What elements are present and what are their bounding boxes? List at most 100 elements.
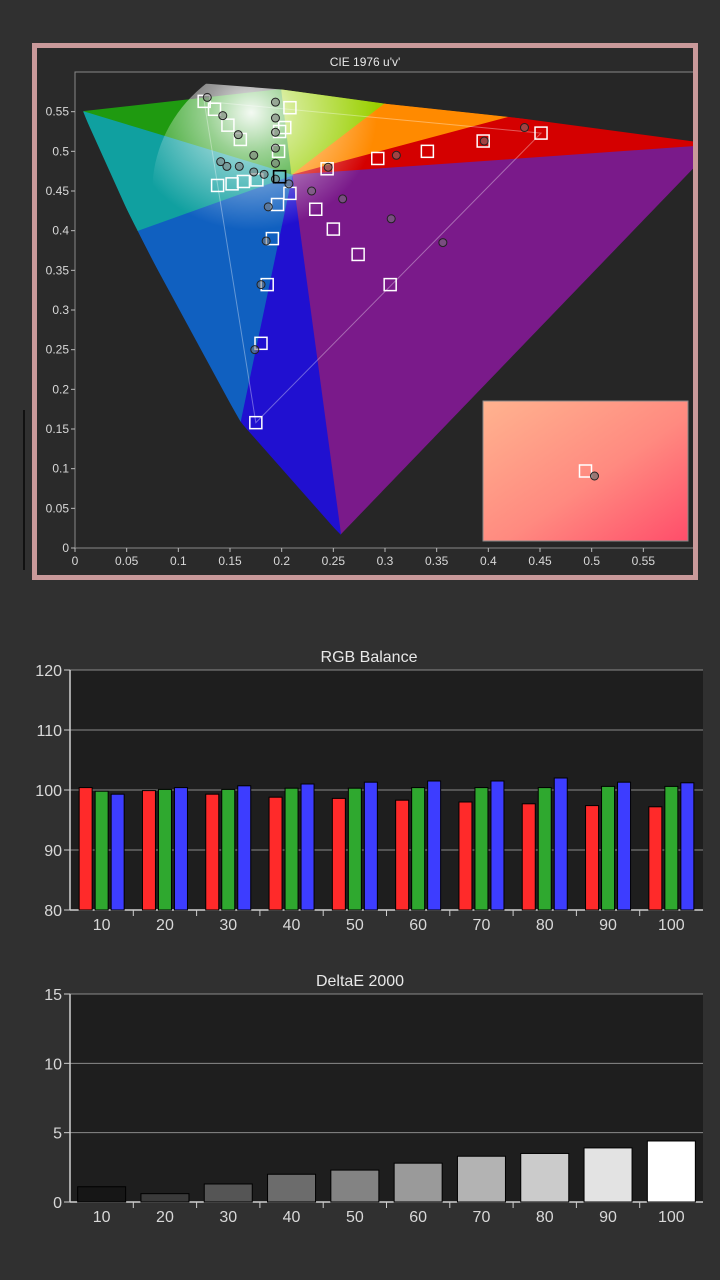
x-tick-label: 60 — [409, 1209, 427, 1226]
y-tick-label: 0.25 — [46, 343, 70, 357]
measured-marker — [233, 130, 243, 140]
y-tick-label: 0.55 — [46, 105, 70, 119]
bar-1 — [664, 785, 679, 911]
rgb-balance-title: RGB Balance — [321, 649, 418, 666]
y-tick-label: 0 — [53, 1195, 62, 1212]
bar-0 — [141, 790, 156, 911]
deltae-bar — [646, 1140, 696, 1203]
bar-2 — [490, 780, 505, 911]
deltae-title: DeltaE 2000 — [316, 973, 404, 990]
bar-2 — [617, 781, 632, 911]
target-marker — [249, 415, 263, 430]
deltae-bar — [140, 1193, 190, 1203]
measured-marker — [270, 174, 280, 184]
target-marker — [278, 120, 292, 135]
bar-1 — [537, 787, 552, 911]
x-tick-label: 60 — [409, 917, 427, 932]
target-marker — [210, 178, 225, 193]
target-marker — [476, 134, 490, 148]
target-marker — [236, 174, 251, 189]
measured-marker — [520, 123, 529, 133]
rgb-labels: 80 90 100 110 120 10 20 30 40 50 60 70 80 90 100 — [35, 663, 684, 932]
target-marker — [207, 102, 222, 117]
y-tick-label: 0.05 — [46, 501, 70, 515]
target-marker — [420, 144, 435, 159]
bar-1 — [601, 785, 616, 911]
x-tick-label: 70 — [473, 917, 491, 932]
x-tick-label: 0.4 — [480, 554, 497, 568]
cie-axes: 0 0.05 0.1 0.15 0.2 0.25 0.3 0.35 0.4 0.45 0.5 0.55… — [46, 105, 656, 568]
measured-marker — [202, 92, 212, 102]
target-marker — [283, 100, 297, 115]
x-tick-label: 0.15 — [218, 554, 242, 568]
y-tick-label: 15 — [44, 987, 62, 1004]
bar-1 — [347, 787, 362, 911]
measured-marker — [249, 167, 259, 177]
measured-marker — [250, 345, 260, 355]
x-tick-label: 20 — [156, 1209, 174, 1226]
y-tick-label: 10 — [44, 1056, 62, 1073]
white-point-marker — [272, 169, 287, 184]
bar-1 — [157, 788, 172, 911]
bar-2 — [173, 787, 188, 911]
measured-marker — [261, 236, 271, 246]
deltae-labels: 0 5 10 15 10 20 30 40 50 60 70 80 90 100 — [44, 987, 685, 1226]
x-tick-label: 10 — [93, 1209, 111, 1226]
x-tick-label: 100 — [658, 1209, 685, 1226]
measured-marker — [222, 161, 232, 171]
cie-chart: CIE 1976 u'v' 0 0.05 0.1 0.15 0.2 0.25 0.3 0.35… — [46, 55, 716, 568]
y-tick-label: 0.45 — [46, 184, 70, 198]
bar-1 — [411, 787, 426, 911]
measured-marker — [479, 136, 489, 146]
measured-marker — [307, 186, 317, 196]
deltae-chart: DeltaE 2000 0 5 10 15 10 20 30 40 50 60 70 80 90 100 — [44, 973, 703, 1226]
deltae-bar — [520, 1152, 570, 1203]
x-tick-label: 30 — [219, 917, 237, 932]
y-tick-label: 120 — [35, 663, 62, 680]
measured-marker — [259, 169, 269, 179]
y-tick-label: 0 — [62, 541, 69, 555]
y-tick-label: 0.35 — [46, 263, 70, 277]
measured-marker — [270, 143, 280, 153]
measured-marker — [391, 150, 401, 160]
deltae-bar — [77, 1186, 127, 1203]
measured-marker — [216, 157, 226, 167]
cie-chart-panel: CIE 1976 u'v' 0 0.05 0.1 0.15 0.2 0.25 0.3 0.35… — [32, 43, 716, 580]
bar-2 — [237, 785, 252, 911]
measured-marker — [218, 111, 228, 121]
x-tick-label: 70 — [473, 1209, 491, 1226]
measured-marker — [270, 113, 280, 123]
y-tick-label: 0.1 — [52, 462, 69, 476]
deltae-bar — [267, 1173, 317, 1203]
measured-marker — [263, 202, 273, 212]
bar-0 — [458, 801, 473, 911]
deltae-bars — [77, 1140, 696, 1203]
inset-measured-marker — [590, 471, 599, 481]
measured-marker — [256, 280, 266, 290]
y-tick-label: 0.2 — [52, 382, 69, 396]
target-marker — [534, 126, 548, 140]
bar-2 — [427, 780, 442, 911]
x-tick-label: 0.05 — [115, 554, 139, 568]
y-tick-label: 0.4 — [52, 224, 69, 238]
bar-0 — [78, 787, 93, 911]
target-marker — [320, 162, 334, 176]
x-tick-label: 0 — [72, 554, 79, 568]
bar-0 — [268, 796, 283, 911]
measured-marker — [438, 238, 448, 248]
x-tick-label: 0.55 — [632, 554, 656, 568]
deltae-bar — [583, 1147, 633, 1203]
bar-1 — [221, 788, 236, 911]
target-marker — [254, 336, 268, 351]
target-marker — [351, 247, 365, 262]
measured-marker — [270, 158, 280, 168]
y-tick-label: 0.15 — [46, 422, 70, 436]
y-tick-label: 80 — [44, 903, 62, 920]
x-tick-label: 0.5 — [583, 554, 600, 568]
target-marker — [326, 222, 341, 236]
bar-1 — [474, 787, 489, 911]
deltae-bar — [456, 1155, 506, 1203]
measured-marker — [270, 127, 280, 137]
measured-marker — [284, 179, 294, 189]
bar-1 — [94, 790, 109, 911]
